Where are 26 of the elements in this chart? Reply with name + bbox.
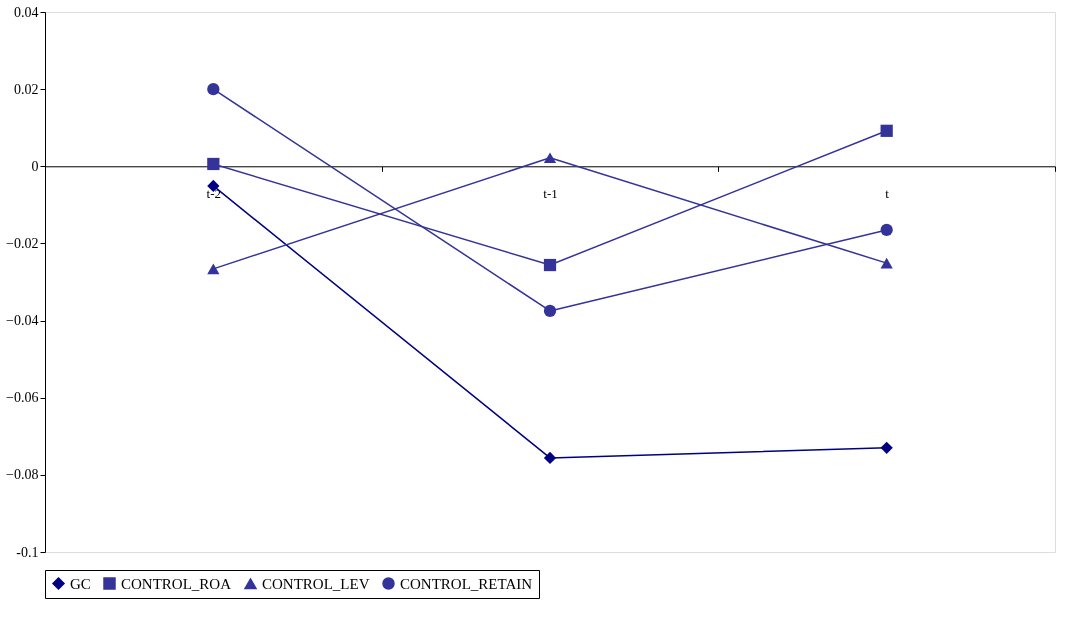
y-tick-label: 0 — [31, 158, 39, 174]
y-tick-label: 0.04 — [14, 4, 39, 20]
point — [543, 451, 557, 465]
legend-label: GC — [70, 575, 91, 592]
point — [880, 257, 893, 269]
y-tick-label: −0.08 — [6, 467, 39, 483]
point — [880, 441, 893, 454]
y-tick-label: −0.04 — [6, 313, 39, 329]
point — [543, 258, 557, 272]
y-tick-label: −0.06 — [6, 390, 39, 406]
x-tick-label: t — [885, 185, 890, 201]
point — [207, 83, 220, 96]
legend-label: CONTROL_ROA — [121, 575, 232, 592]
legend-label: CONTROL_RETAIN — [400, 575, 533, 592]
point — [543, 304, 557, 318]
y-tick-label: −0.02 — [6, 235, 39, 251]
point — [207, 263, 220, 275]
legend-label: CONTROL_LEV — [262, 575, 370, 592]
x-tick-label: t-1 — [543, 185, 558, 201]
point — [543, 152, 557, 164]
point — [880, 223, 893, 237]
point — [880, 124, 893, 137]
y-tick-label: 0.02 — [14, 81, 39, 97]
point — [207, 157, 220, 171]
x-tick-label: t-2 — [206, 185, 222, 201]
y-tick-label: -0.1 — [16, 544, 39, 560]
